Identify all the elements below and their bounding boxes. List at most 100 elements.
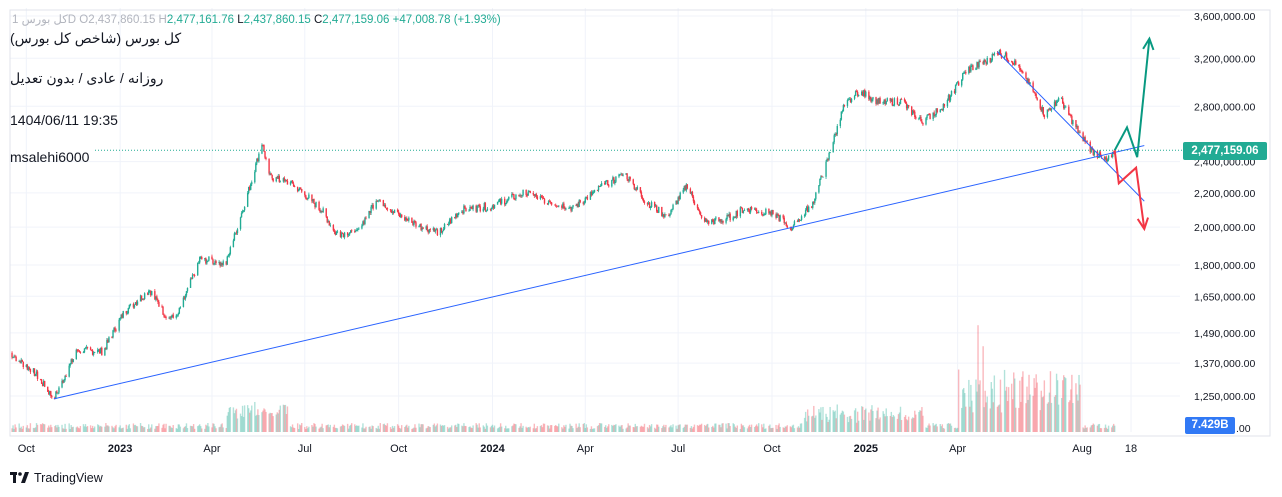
volume-bar [214,426,216,432]
candle-body [582,202,584,204]
candle-body [835,133,837,135]
volume-bar [156,426,158,432]
candle-body [363,221,365,224]
volume-bar [234,410,237,432]
candle-body [756,212,759,214]
candle-body [233,233,236,241]
volume-bar [1071,374,1073,432]
volume-bar [912,417,914,432]
candle-body [291,180,294,184]
volume-bar [161,427,163,432]
volume-bar [1028,374,1030,432]
candle-body [776,214,778,218]
candle-body [239,217,242,230]
candle-body [754,208,757,210]
candle-body [903,99,906,102]
candle-body [382,200,385,207]
volume-bar [578,423,580,432]
candle-body [579,200,581,203]
candle-body [155,296,157,300]
candle-body [156,296,158,300]
volume-bar [179,426,182,432]
volume-bar [56,427,58,432]
candle-body [397,211,400,214]
candle-body [292,183,295,187]
volume-bar [713,427,715,432]
candle-body [191,274,194,279]
candle-body [603,183,606,185]
volume-bar [33,428,36,432]
volume-bar [532,428,534,432]
candle-body [86,346,89,348]
volume-bar [34,427,37,432]
candle-body [270,173,272,175]
candle-body [598,185,601,187]
volume-bar [404,426,406,432]
volume-bar [90,428,93,432]
volume-bar [348,425,351,432]
volume-bar [12,425,14,432]
volume-bar [711,426,713,432]
candle-body [84,347,87,349]
volume-bar [820,407,822,432]
candle-body [255,163,257,172]
chart-frame [9,9,1271,437]
volume-bar [51,427,53,432]
candle-body [1105,157,1108,162]
volume-bar [627,423,629,432]
candle-body [619,174,621,176]
candle-body [886,98,888,102]
candle-body [125,311,127,314]
candle-body [133,304,136,308]
volume-bar [569,423,571,432]
volume-bar [513,423,515,432]
volume-bar [563,425,565,432]
volume-bar [468,427,470,432]
volume-bar [539,425,542,432]
volume-bar [29,423,32,432]
volume-bar [979,380,981,432]
volume-bar [357,426,359,432]
volume-bar [862,406,864,432]
candle-body [935,108,937,116]
tradingview-logo[interactable]: TradingView [10,471,103,485]
volume-bar [870,409,872,432]
candle-body [89,347,92,350]
candle-body [549,201,552,203]
candle-body [484,203,487,211]
volume-bar [641,426,644,432]
candle-body [32,368,35,373]
volume-bar [907,416,910,432]
candle-body [472,205,474,210]
volume-bar [328,427,330,432]
candle-body [471,207,473,210]
candle-body [39,378,42,380]
candle-body [13,356,15,358]
candle-body [1076,125,1078,128]
volume-bar [127,425,130,432]
volume-bar [297,428,300,432]
candle-body [997,53,1000,55]
candle-body [803,214,806,217]
volume-bar [791,425,794,432]
volume-bar [368,426,370,432]
volume-bar [684,424,686,432]
volume-bar [828,419,830,432]
volume-bar [1065,378,1067,432]
candle-body [899,99,902,104]
volume-bar [1000,412,1003,432]
candle-body [101,347,103,356]
candle-body [897,104,900,106]
candle-body [547,201,550,204]
volume-bar [946,423,949,432]
volume-bar [914,410,916,432]
volume-bar [13,428,15,432]
volume-bar [140,425,143,432]
candle-body [415,222,417,227]
candle-body [976,62,978,68]
candle-body [328,221,330,226]
volume-bar [265,411,267,432]
candle-body [912,110,914,115]
candle-body [635,189,638,190]
